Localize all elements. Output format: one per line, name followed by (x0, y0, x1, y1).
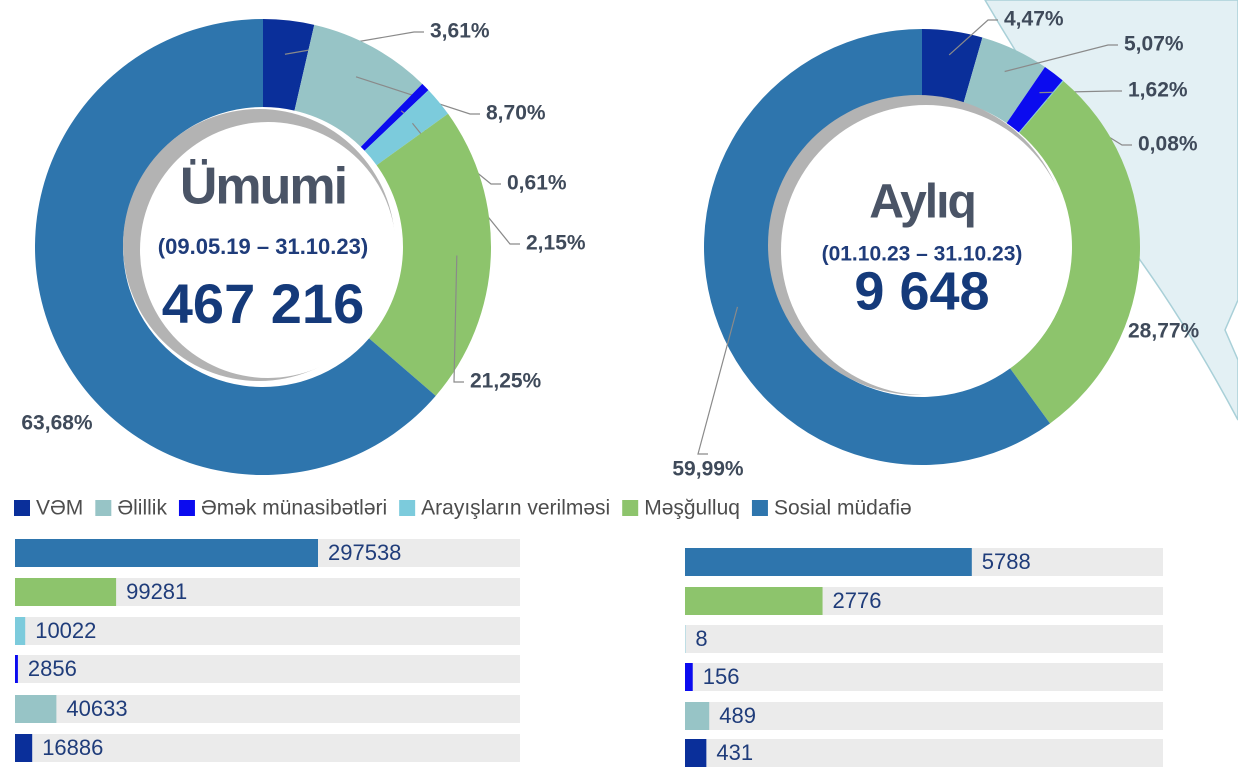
donut-slice (1018, 80, 1064, 133)
center-circle (140, 122, 396, 378)
donut-slice (360, 83, 429, 151)
bar (15, 578, 117, 606)
bar-value-label: 16886 (42, 735, 103, 760)
value-label: 5,07% (1124, 33, 1184, 56)
bar-value-label: 489 (719, 703, 756, 728)
donut-slice (263, 19, 315, 111)
center-title: Ümumi (180, 158, 346, 216)
bar (685, 548, 972, 576)
donut-slice (294, 24, 423, 147)
bar (685, 702, 710, 730)
value-label: 0,08% (1138, 133, 1198, 156)
legend-label: VƏM (36, 497, 83, 520)
center-total: 9 648 (854, 261, 989, 321)
center-period: (01.10.23 – 31.10.23) (822, 243, 1023, 266)
bar (15, 617, 26, 645)
bar-value-label: 297538 (328, 540, 401, 565)
bar-track (15, 655, 520, 683)
leader-line (1004, 44, 1118, 73)
bar (15, 695, 57, 723)
value-label: 63,68% (21, 412, 93, 435)
donut-slice (963, 37, 1045, 124)
center-total: 467 216 (162, 272, 364, 335)
legend-swatch (751, 500, 768, 516)
donut-slice (369, 113, 492, 396)
leader-line (697, 306, 739, 455)
bar-value-label: 10022 (35, 618, 96, 643)
bar (15, 539, 318, 567)
value-label: 0,61% (507, 172, 567, 195)
legend-swatch (622, 500, 639, 516)
donut-slice (704, 29, 1051, 465)
bar-track (685, 663, 1163, 691)
legend-swatch (178, 500, 195, 516)
value-label: 1,62% (1128, 79, 1188, 102)
donut-slice (1006, 67, 1063, 133)
center-title: Aylıq (869, 176, 975, 229)
value-label: 2,15% (526, 232, 586, 255)
bar (685, 663, 693, 691)
donut-slice (35, 19, 436, 475)
value-label: 3,61% (430, 20, 490, 43)
charts: 3,61% 8,70% 0,61% 2,15% 21,25% 63,68% Ümumi (09… (14, 8, 1200, 767)
legend-swatch (95, 500, 112, 516)
bar-value-label: 99281 (126, 579, 187, 604)
bar-value-label: 2776 (833, 588, 882, 613)
leader-line (948, 19, 998, 56)
bar-track (15, 617, 520, 645)
bar-track (15, 734, 520, 762)
legend-label: Sosial müdafiə (774, 497, 912, 520)
bar (685, 739, 707, 767)
bar-track (685, 625, 1163, 653)
bar-track (15, 695, 520, 723)
bar (685, 587, 823, 615)
donut-slice (922, 29, 983, 103)
center-circle (781, 105, 1071, 395)
center-period: (09.05.19 – 31.10.23) (158, 234, 368, 259)
donut-slice (1010, 81, 1140, 424)
legend-label: Əlillik (117, 497, 167, 520)
legend-label: Arayışların verilməsi (421, 497, 610, 520)
leader-line (355, 76, 480, 115)
bar (15, 734, 33, 762)
bar-track (685, 702, 1163, 730)
legend-swatch (14, 500, 30, 516)
leader-line (453, 255, 464, 383)
value-label: 4,47% (1004, 8, 1064, 31)
value-label: 21,25% (470, 370, 542, 393)
bar-value-label: 431 (716, 740, 753, 765)
bar (15, 655, 18, 683)
value-label: 28,77% (1128, 320, 1200, 343)
legend-swatch (399, 500, 416, 516)
bar-value-label: 156 (703, 664, 740, 689)
legend-label: Məşğulluq (644, 497, 740, 520)
legend-label: Əmək münasibətləri (201, 497, 387, 520)
bar-track (685, 739, 1163, 767)
donut-slice (364, 90, 449, 166)
value-label: 8,70% (486, 102, 546, 125)
bar-value-label: 5788 (982, 549, 1031, 574)
bar-value-label: 40633 (66, 696, 127, 721)
value-label: 59,99% (672, 458, 744, 481)
bar-value-label: 2856 (28, 656, 77, 681)
bar-value-label: 8 (695, 626, 707, 651)
